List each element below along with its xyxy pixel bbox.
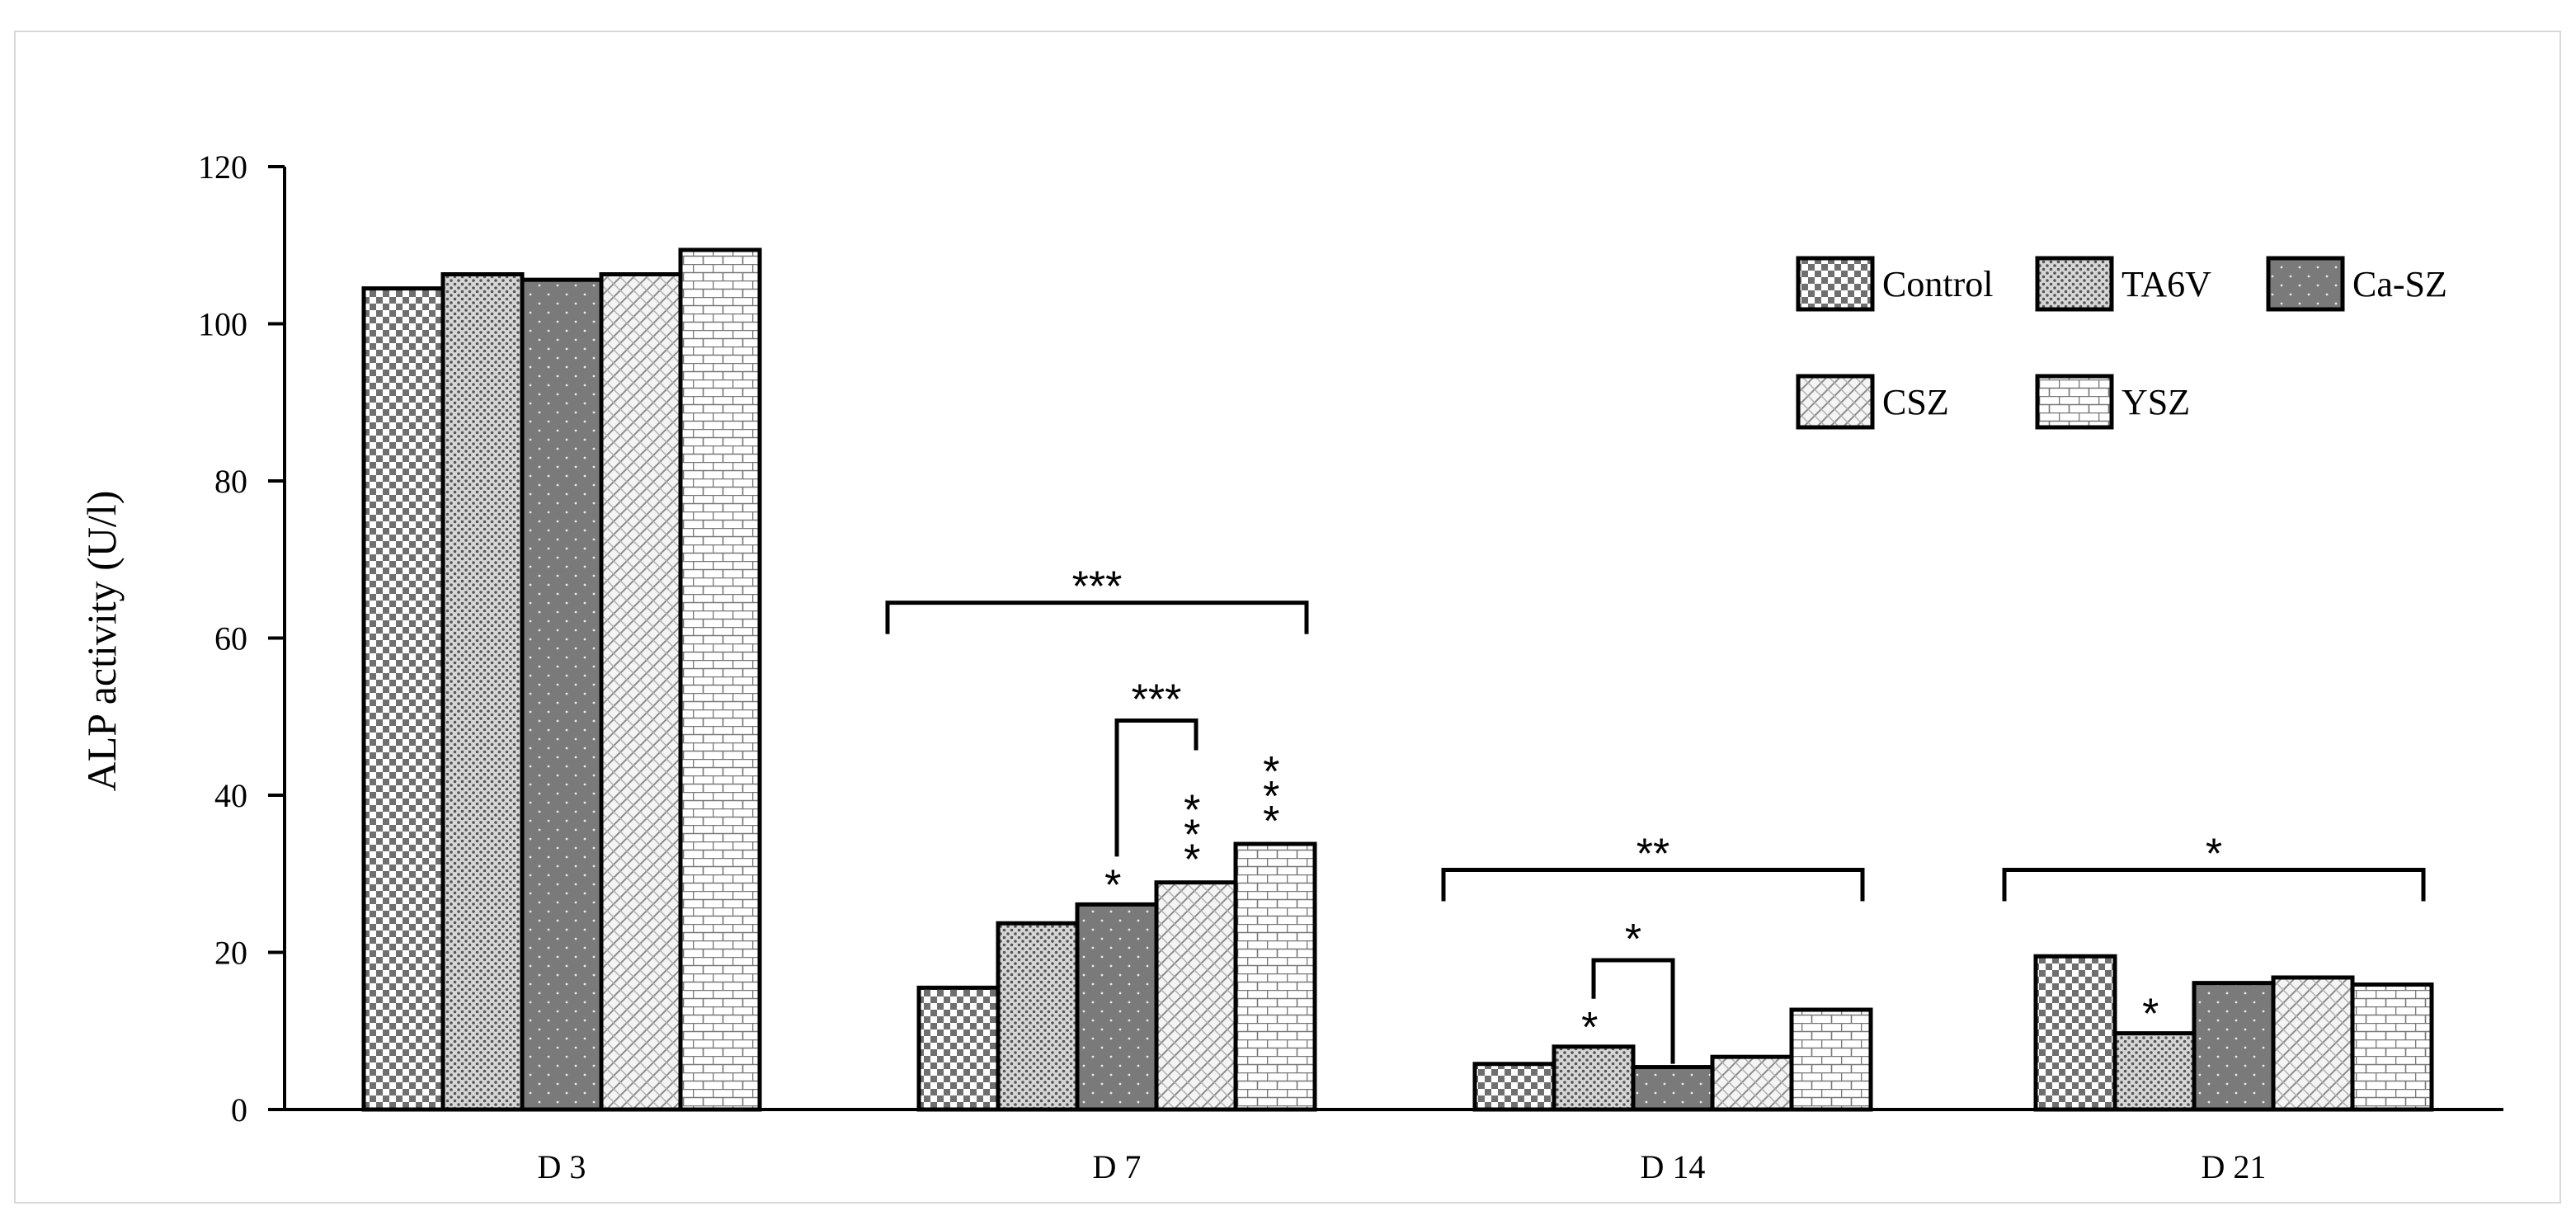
bar-d3-csz xyxy=(599,271,683,1112)
bar-d7-control xyxy=(916,985,1001,1112)
axes: 0 20 40 60 80 100 120 D 3 D 7 D 14 D 21 xyxy=(198,148,2503,1185)
x-tick-label: D 21 xyxy=(2202,1148,2267,1185)
bar-d14-control xyxy=(1472,1062,1556,1112)
bar-d14-csz xyxy=(1710,1054,1794,1112)
bar-d3-ta6v xyxy=(440,271,525,1112)
legend-swatch-ta6v xyxy=(2035,256,2114,312)
legend-swatch-csz xyxy=(1796,374,1875,430)
legend-label-control: Control xyxy=(1882,264,1993,304)
bar-d14-ta6v xyxy=(1552,1044,1636,1112)
y-tick-label: 40 xyxy=(214,777,247,814)
legend-swatch-ysz xyxy=(2035,374,2114,430)
y-axis-label: ALP activity (U/l) xyxy=(78,491,125,792)
bar-d3-ca-sz xyxy=(520,277,604,1112)
legend-label-ca-sz: Ca-SZ xyxy=(2352,264,2447,304)
bar-significance-label: * xyxy=(2142,991,2159,1039)
legend-label-ta6v: TA6V xyxy=(2122,264,2211,304)
y-tick-label: 0 xyxy=(231,1091,247,1128)
bar-d21-control xyxy=(2033,954,2117,1112)
legend-label-csz: CSZ xyxy=(1882,382,1949,422)
legend-swatch-control xyxy=(1796,256,1875,312)
legend-swatch-ca-sz xyxy=(2266,256,2345,312)
bar-d7-ta6v xyxy=(996,921,1080,1112)
group-bracket xyxy=(1441,867,1865,902)
group-significance-label: *** xyxy=(1072,563,1123,611)
bar-d21-ta6v xyxy=(2112,1031,2197,1112)
bar-d3-ysz xyxy=(678,247,762,1112)
significance-annotations: ***** ******* * ** * ** * xyxy=(885,563,2426,1064)
y-tick-label: 100 xyxy=(198,306,247,343)
bar-d7-ca-sz xyxy=(1075,902,1159,1112)
pair-bracket xyxy=(1591,958,1675,1064)
group-bracket xyxy=(2002,867,2426,902)
bar-d7-csz xyxy=(1154,880,1238,1112)
pair-significance-label: * xyxy=(1625,916,1641,964)
legend: Control TA6V Ca-SZ CSZ YSZ xyxy=(1796,256,2447,430)
bar-d7-ysz xyxy=(1233,841,1317,1112)
bar-d21-csz xyxy=(2271,975,2355,1112)
y-tick-label: 20 xyxy=(214,935,247,972)
y-tick-label: 120 xyxy=(198,148,247,186)
pair-bracket xyxy=(1114,719,1199,857)
x-tick-label: D 3 xyxy=(538,1148,586,1185)
bars xyxy=(361,247,2434,1112)
bar-significance-label: * * * xyxy=(1184,787,1200,884)
x-tick-label: D 7 xyxy=(1093,1148,1142,1185)
y-tick-label: 60 xyxy=(214,620,247,657)
group-significance-label: * xyxy=(2206,830,2222,878)
x-tick-label: D 14 xyxy=(1641,1148,1706,1185)
bar-significance-label: * * * xyxy=(1263,748,1279,846)
pair-significance-label: *** xyxy=(1132,676,1182,724)
bar-significance-label: * xyxy=(1104,861,1121,909)
bar-d21-ysz xyxy=(2350,982,2434,1112)
bar-d21-ca-sz xyxy=(2192,981,2276,1112)
legend-label-ysz: YSZ xyxy=(2122,382,2190,422)
bar-d3-control xyxy=(361,286,445,1112)
bar-d14-ysz xyxy=(1789,1007,1873,1112)
y-tick-label: 80 xyxy=(214,463,247,500)
group-significance-label: ** xyxy=(1636,830,1669,878)
bar-significance-label: * xyxy=(1581,1004,1598,1052)
group-bracket xyxy=(885,601,1309,634)
bar-d14-ca-sz xyxy=(1631,1065,1715,1112)
